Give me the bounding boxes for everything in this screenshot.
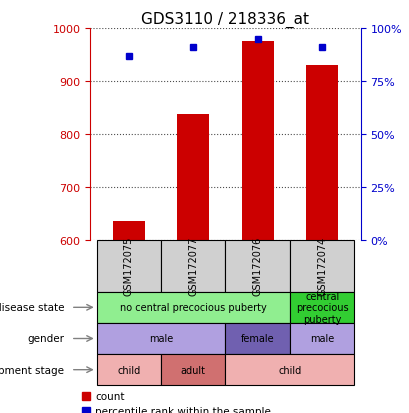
Title: GDS3110 / 218336_at: GDS3110 / 218336_at xyxy=(141,12,309,28)
FancyBboxPatch shape xyxy=(161,240,225,292)
Text: disease state: disease state xyxy=(0,303,64,313)
FancyBboxPatch shape xyxy=(97,323,225,354)
Text: male: male xyxy=(309,334,333,344)
Text: GSM172076: GSM172076 xyxy=(252,237,262,296)
Bar xyxy=(305,66,337,240)
Text: no central precocious puberty: no central precocious puberty xyxy=(119,303,266,313)
Text: child: child xyxy=(117,365,140,375)
Text: male: male xyxy=(148,334,173,344)
Text: development stage: development stage xyxy=(0,365,64,375)
Text: GSM172074: GSM172074 xyxy=(317,237,326,296)
Text: female: female xyxy=(240,334,274,344)
Bar xyxy=(112,222,145,240)
FancyBboxPatch shape xyxy=(225,240,289,292)
FancyBboxPatch shape xyxy=(97,240,161,292)
Text: adult: adult xyxy=(180,365,205,375)
FancyBboxPatch shape xyxy=(289,240,353,292)
Text: GSM172077: GSM172077 xyxy=(188,237,198,296)
Text: child: child xyxy=(278,365,301,375)
FancyBboxPatch shape xyxy=(225,323,289,354)
Text: GSM172075: GSM172075 xyxy=(124,237,133,296)
Text: central
precocious
puberty: central precocious puberty xyxy=(295,291,348,324)
FancyBboxPatch shape xyxy=(289,292,353,323)
FancyBboxPatch shape xyxy=(97,354,161,385)
Legend: count, percentile rank within the sample: count, percentile rank within the sample xyxy=(82,391,271,413)
Bar xyxy=(241,42,273,240)
Bar xyxy=(177,114,209,240)
Text: gender: gender xyxy=(27,334,64,344)
FancyBboxPatch shape xyxy=(289,323,353,354)
FancyBboxPatch shape xyxy=(161,354,225,385)
FancyBboxPatch shape xyxy=(97,292,289,323)
FancyBboxPatch shape xyxy=(225,354,353,385)
